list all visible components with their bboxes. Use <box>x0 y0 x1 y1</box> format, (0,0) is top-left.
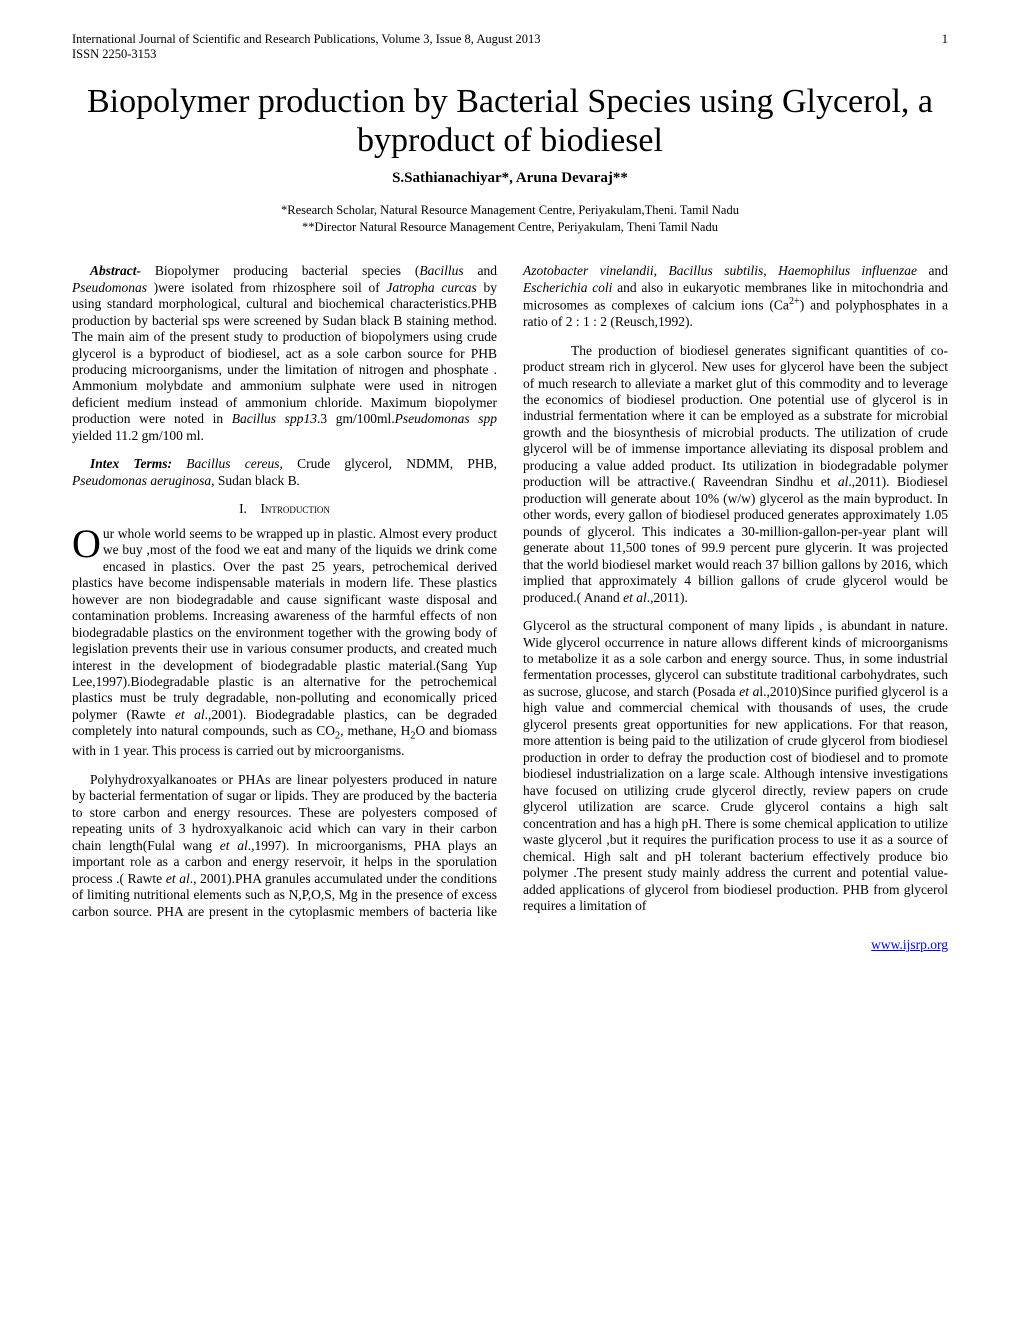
intro-para-1-text: ur whole world seems to be wrapped up in… <box>72 526 497 759</box>
intro-para-3: The production of biodiesel generates si… <box>523 343 948 607</box>
abstract-label: Abstract- <box>90 263 141 278</box>
issn-line: ISSN 2250-3153 <box>72 47 948 62</box>
body-columns: Abstract- Biopolymer producing bacterial… <box>72 263 948 923</box>
intro-para-1: Our whole world seems to be wrapped up i… <box>72 526 497 760</box>
affiliation-1: *Research Scholar, Natural Resource Mana… <box>72 203 948 218</box>
dropcap: O <box>72 526 103 560</box>
authors: S.Sathianachiyar*, Aruna Devaraj** <box>72 170 948 187</box>
intex-label: Intex Terms: <box>90 456 172 471</box>
affiliation-2: **Director Natural Resource Management C… <box>72 220 948 235</box>
journal-header: International Journal of Scientific and … <box>72 32 541 47</box>
intro-para-4: Glycerol as the structural component of … <box>523 618 948 914</box>
paper-title: Biopolymer production by Bacterial Speci… <box>72 82 948 160</box>
page-number: 1 <box>942 32 948 47</box>
footer: www.ijsrp.org <box>72 937 948 953</box>
section-number: I. <box>239 501 247 516</box>
section-title: Introduction <box>260 501 330 516</box>
abstract-text: Biopolymer producing bacterial species (… <box>72 263 497 443</box>
section-heading: I. Introduction <box>72 501 497 517</box>
index-terms: Intex Terms: Bacillus cereus, Crude glyc… <box>72 456 497 489</box>
abstract-paragraph: Abstract- Biopolymer producing bacterial… <box>72 263 497 444</box>
footer-link[interactable]: www.ijsrp.org <box>871 937 948 952</box>
